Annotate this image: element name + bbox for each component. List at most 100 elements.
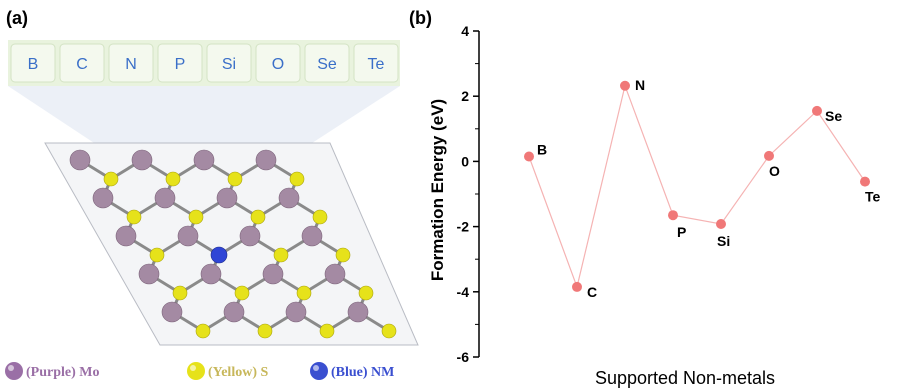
nm-atom — [210, 246, 228, 264]
mos2-lattice — [69, 149, 397, 339]
mo-atom — [115, 225, 137, 247]
projection-cone — [8, 86, 400, 180]
s-atom-icon — [187, 362, 205, 380]
mo-atom — [92, 187, 114, 209]
element-box-p — [157, 43, 203, 83]
legend-s-label: (Yellow) S — [208, 365, 268, 380]
element-box-si — [206, 43, 252, 83]
s-atom — [172, 285, 188, 301]
legend-mo-label: (Purple) Mo — [26, 365, 99, 380]
s-atom — [234, 285, 250, 301]
mo-atom — [216, 187, 238, 209]
point-label-te: Te — [865, 189, 881, 205]
point-label-c: C — [587, 284, 597, 300]
s-atom — [188, 209, 204, 225]
element-box-se — [304, 43, 350, 83]
atom-legend: (Purple) Mo (Yellow) S (Blue) NM — [5, 362, 394, 380]
mo-atom — [69, 149, 91, 171]
s-atom — [165, 171, 181, 187]
mo-atom — [193, 149, 215, 171]
element-box-o — [255, 43, 301, 83]
element-box-label: N — [125, 56, 137, 73]
mo-atom — [239, 225, 261, 247]
element-box-label: Te — [368, 56, 385, 73]
s-atom — [103, 171, 119, 187]
s-atom — [149, 247, 165, 263]
element-box-te — [353, 43, 399, 83]
mo-atom — [161, 301, 183, 323]
y-axis-ticks: 4 2 0 -2 -4 -6 — [457, 23, 479, 365]
y-tick-label: -6 — [457, 349, 470, 365]
mo-atom — [154, 187, 176, 209]
mo-atom — [255, 149, 277, 171]
element-box-label: Si — [222, 56, 236, 73]
s-atom — [312, 209, 328, 225]
s-atom — [257, 323, 273, 339]
point-label-b: B — [537, 142, 547, 158]
element-box-b — [10, 43, 56, 83]
mo-atom — [324, 263, 346, 285]
y-tick-label: -4 — [457, 284, 470, 300]
data-point-c — [572, 281, 582, 292]
s-atom — [126, 209, 142, 225]
panel-b-label: (b) — [409, 8, 432, 28]
element-box-c — [59, 43, 105, 83]
y-tick-label: 4 — [461, 23, 469, 39]
series-points: B C N P Si O Se Te — [524, 77, 881, 300]
mo-atom — [347, 301, 369, 323]
mo-atom — [138, 263, 160, 285]
point-label-n: N — [635, 77, 645, 93]
legend-s: (Yellow) S — [187, 362, 268, 380]
mo-atom — [177, 225, 199, 247]
mo-atom — [131, 149, 153, 171]
mo-atom — [262, 263, 284, 285]
y-tick-label: -2 — [457, 219, 470, 235]
element-strip: B C N P Si O Se Te — [8, 40, 400, 86]
s-atom — [319, 323, 335, 339]
s-atom — [195, 323, 211, 339]
element-box-label: O — [272, 56, 284, 73]
point-label-p: P — [677, 224, 686, 240]
data-point-si — [716, 218, 726, 229]
legend-mo: (Purple) Mo — [5, 362, 99, 380]
element-box-label: Se — [317, 56, 337, 73]
structure-panel: (a) B C N P Si O Se Te (Purple) Mo (Yellow) S (… — [5, 8, 419, 380]
point-label-se: Se — [825, 108, 842, 124]
legend-nm-label: (Blue) NM — [331, 365, 394, 380]
data-point-p — [668, 210, 678, 221]
panel-a-label: (a) — [6, 8, 28, 28]
x-axis-title: Supported Non-metals — [595, 368, 775, 388]
data-point-b — [524, 151, 534, 162]
element-box-label: P — [175, 56, 186, 73]
point-label-o: O — [769, 163, 780, 179]
element-box-n — [108, 43, 154, 83]
data-point-n — [620, 80, 630, 91]
mo-atom — [278, 187, 300, 209]
nm-atom-icon — [310, 362, 328, 380]
legend-nm: (Blue) NM — [310, 362, 394, 380]
element-box-label: B — [28, 56, 39, 73]
series-line — [528, 83, 866, 289]
y-axis-title: Formation Energy (eV) — [428, 99, 447, 281]
formation-energy-chart: (b) 4 2 0 -2 -4 -6 Formation Energy (eV) Supp… — [409, 8, 881, 388]
mo-atom — [223, 301, 245, 323]
s-atom — [227, 171, 243, 187]
slab-outline — [44, 142, 419, 346]
s-atom — [381, 323, 397, 339]
element-box-label: C — [76, 56, 88, 73]
data-point-se — [812, 105, 822, 116]
point-label-si: Si — [717, 233, 730, 249]
mo-atom — [301, 225, 323, 247]
s-atom — [250, 209, 266, 225]
s-atom — [273, 247, 289, 263]
s-atom — [296, 285, 312, 301]
mo-atom — [285, 301, 307, 323]
y-tick-label: 0 — [461, 153, 469, 169]
mo-atom-icon — [5, 362, 23, 380]
s-atom — [335, 247, 351, 263]
s-atom — [289, 171, 305, 187]
s-atom — [358, 285, 374, 301]
data-point-o — [764, 150, 774, 161]
y-tick-label: 2 — [461, 88, 469, 104]
mo-atom — [200, 263, 222, 285]
